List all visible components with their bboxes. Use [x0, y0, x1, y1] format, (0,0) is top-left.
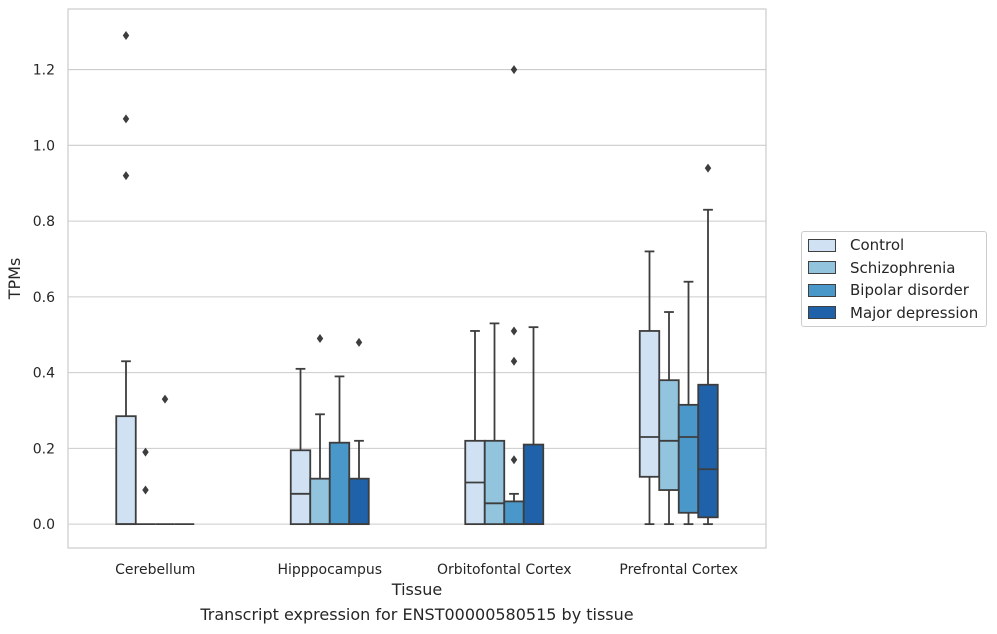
outlier-point: [142, 447, 149, 457]
legend: Control Schizophrenia Bipolar disorder Majo…: [801, 231, 987, 327]
outlier-point: [316, 334, 324, 344]
box: [115, 31, 137, 526]
box-groups: [115, 31, 719, 526]
legend-swatch: [808, 238, 836, 252]
legend-item: Schizophrenia: [808, 258, 955, 278]
y-tick-label: 0.8: [33, 214, 55, 230]
legend-label: Bipolar disorder: [850, 281, 969, 299]
y-tick-label: 1.2: [33, 63, 55, 79]
legend-swatch: [808, 306, 836, 319]
legend-label: Schizophrenia: [850, 258, 956, 277]
x-tick-labels: Cerebellum Hipppocampus Orbitofontal Corte…: [115, 562, 738, 578]
legend-item: Control: [808, 235, 904, 255]
box: [658, 311, 680, 526]
box-body: [289, 449, 312, 526]
x-tick-label: Orbitofontal Cortex: [437, 562, 572, 578]
box-group: [464, 65, 545, 526]
box-body: [522, 443, 545, 526]
box: [135, 447, 156, 526]
box-body: [503, 500, 525, 526]
box-body: [348, 477, 370, 526]
box: [522, 326, 545, 526]
outlier-point: [161, 394, 169, 404]
outlier-point: [510, 65, 518, 75]
box: [677, 280, 700, 526]
box-group: [638, 163, 719, 526]
y-tick-label: 1.0: [33, 138, 55, 154]
y-axis-label: TPMs: [5, 258, 24, 301]
outlier-point: [510, 356, 518, 366]
legend-label: Major depression: [850, 303, 979, 322]
outlier-point: [142, 485, 149, 495]
box-body: [677, 403, 700, 514]
x-tick-label: Cerebellum: [115, 562, 195, 578]
outlier-point: [704, 163, 712, 173]
y-tick-label: 0.4: [33, 366, 55, 382]
y-tick-label: 0.2: [33, 441, 55, 457]
outlier-point: [122, 114, 130, 124]
box: [697, 163, 719, 526]
box: [348, 337, 370, 526]
outlier-point: [122, 171, 130, 181]
box-group: [115, 31, 195, 526]
legend-item: Major depression: [808, 303, 978, 323]
x-tick-label: Prefrontal Cortex: [619, 562, 738, 578]
box-body: [658, 379, 680, 491]
outlier-point: [355, 337, 363, 347]
box-body: [309, 477, 331, 526]
y-tick-label: 0.6: [33, 290, 55, 306]
box: [483, 322, 506, 526]
outlier-point: [510, 326, 518, 336]
box-body: [638, 330, 661, 478]
y-tick-label: 0.0: [33, 517, 55, 533]
y-tick-labels: 0.0 0.2 0.4 0.6 0.8 1.0 1.2: [33, 63, 55, 534]
box: [155, 394, 175, 526]
legend-swatch: [808, 261, 836, 274]
x-tick-label: Hipppocampus: [277, 562, 382, 578]
box-body: [697, 383, 719, 519]
box-body: [328, 441, 351, 526]
legend-label: Control: [850, 236, 905, 254]
box-body: [483, 439, 506, 526]
x-axis-label: Tissue: [391, 580, 442, 599]
box: [309, 334, 331, 526]
legend-item: Bipolar disorder: [808, 280, 969, 300]
figure-caption: Transcript expression for ENST0000058051…: [200, 605, 634, 624]
outlier-point: [510, 455, 518, 465]
outlier-point: [122, 31, 130, 41]
legend-swatch: [808, 283, 836, 297]
box-body: [115, 415, 137, 526]
box-group: [289, 334, 370, 526]
